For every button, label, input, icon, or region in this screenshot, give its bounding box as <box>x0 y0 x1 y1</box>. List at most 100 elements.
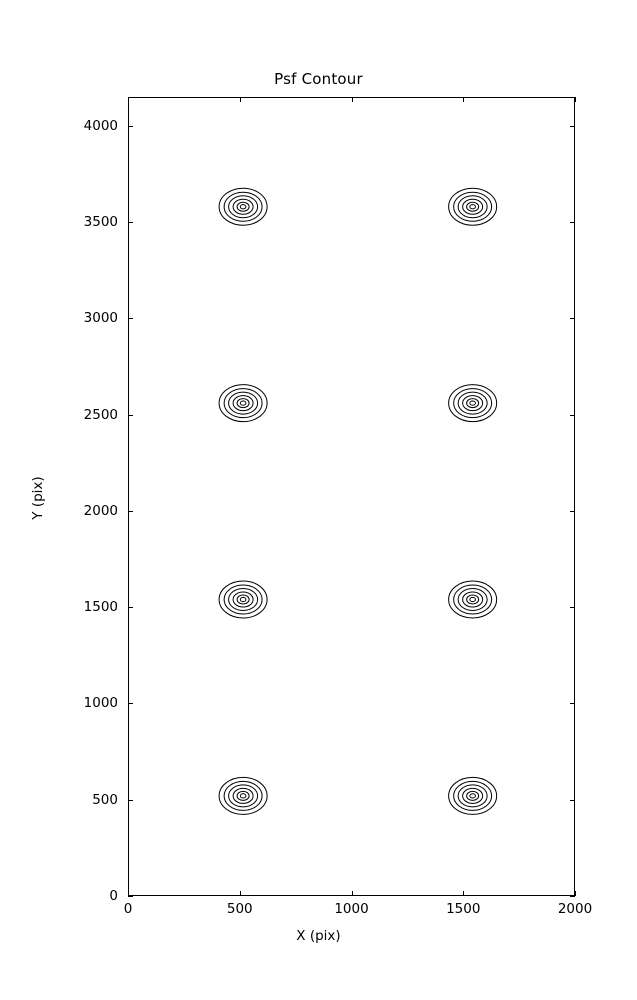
y-tick-mark <box>128 799 133 801</box>
y-tick-label: 3000 <box>83 310 118 327</box>
y-tick-label: 0 <box>109 888 118 904</box>
contour-ring <box>236 201 250 212</box>
contour-ring <box>462 198 484 215</box>
y-tick-mark <box>570 607 575 609</box>
contour-ring <box>448 384 498 423</box>
contour-ring <box>232 198 254 215</box>
contour-ring <box>223 388 263 419</box>
contour-ring <box>462 395 484 412</box>
x-tick-label: 1500 <box>446 901 481 917</box>
psf-contour-marker <box>218 580 268 619</box>
x-tick-mark <box>239 97 241 102</box>
y-tick-label: 4000 <box>83 117 118 134</box>
contour-ring <box>239 204 247 210</box>
psf-contour-marker <box>218 776 268 815</box>
contour-ring <box>469 596 476 603</box>
y-tick-label: 1000 <box>83 695 118 712</box>
x-tick-label: 500 <box>226 901 253 917</box>
contour-ring <box>228 391 259 415</box>
contour-ring <box>457 195 488 219</box>
contour-ring <box>218 776 268 815</box>
contour-ring <box>236 594 250 605</box>
contour-ring <box>466 201 480 212</box>
axes-frame <box>128 97 575 896</box>
contour-ring <box>228 588 259 611</box>
y-tick-mark <box>128 607 133 609</box>
contour-ring <box>462 591 484 608</box>
y-tick-mark <box>570 222 575 224</box>
y-tick-mark <box>570 799 575 801</box>
x-tick-label: 1000 <box>334 901 369 917</box>
contour-ring <box>218 187 268 226</box>
contour-ring <box>232 591 254 608</box>
contour-ring <box>223 780 263 811</box>
contour-ring <box>448 776 498 815</box>
contour-ring <box>469 400 476 406</box>
y-tick-mark <box>570 896 575 897</box>
contour-ring <box>453 780 493 811</box>
x-tick-mark <box>351 891 353 896</box>
y-tick-mark <box>128 510 133 512</box>
contour-ring <box>466 790 480 801</box>
contour-ring <box>232 395 254 412</box>
y-tick-mark <box>128 414 133 416</box>
contour-ring <box>466 398 480 409</box>
contour-ring <box>469 204 476 210</box>
contour-ring <box>232 787 254 804</box>
y-tick-mark <box>128 318 133 320</box>
contour-ring <box>453 388 493 419</box>
y-axis-label: Y (pix) <box>30 476 46 520</box>
contour-ring <box>236 398 250 409</box>
psf-contour-marker <box>448 776 498 815</box>
y-tick-label: 3500 <box>83 214 118 231</box>
contour-ring <box>466 594 480 605</box>
contour-ring <box>239 400 247 406</box>
y-tick-mark <box>570 510 575 512</box>
contour-ring <box>448 187 498 226</box>
contour-ring <box>462 787 484 804</box>
x-tick-mark <box>463 891 465 896</box>
psf-contour-marker <box>448 384 498 423</box>
x-tick-mark <box>128 891 129 896</box>
psf-contour-marker <box>218 187 268 226</box>
psf-contour-marker <box>218 384 268 423</box>
psf-contour-marker <box>448 187 498 226</box>
x-tick-label: 0 <box>123 901 133 917</box>
contour-ring <box>448 580 498 619</box>
contour-ring <box>228 195 259 219</box>
contour-ring <box>457 784 488 808</box>
contour-ring <box>469 793 476 799</box>
psf-contour-marker <box>448 580 498 619</box>
x-tick-label: 2000 <box>557 901 593 917</box>
x-tick-mark <box>351 97 353 102</box>
y-tick-mark <box>570 125 575 127</box>
x-tick-mark <box>239 891 241 896</box>
y-tick-label: 1500 <box>83 599 118 616</box>
y-tick-mark <box>128 896 133 897</box>
y-tick-mark <box>570 318 575 320</box>
contour-ring <box>453 584 493 615</box>
contour-ring <box>223 191 263 222</box>
x-tick-mark <box>575 891 576 896</box>
contour-ring <box>223 584 263 615</box>
y-tick-label: 2500 <box>83 406 118 423</box>
y-tick-mark <box>128 222 133 224</box>
contour-ring <box>236 790 250 801</box>
contour-ring <box>218 580 268 619</box>
y-tick-mark <box>128 125 133 127</box>
contour-ring <box>239 793 247 799</box>
page-title: Psf Contour <box>274 70 363 88</box>
y-tick-label: 500 <box>92 791 118 808</box>
y-tick-label: 2000 <box>83 502 118 519</box>
contour-ring <box>228 784 259 808</box>
x-tick-mark <box>575 97 576 102</box>
contour-ring <box>457 588 488 611</box>
x-tick-mark <box>463 97 465 102</box>
contour-ring <box>218 384 268 423</box>
x-tick-mark <box>128 97 129 102</box>
y-tick-mark <box>128 703 133 705</box>
contour-plot-area <box>218 187 498 815</box>
y-tick-mark <box>570 703 575 705</box>
contour-ring <box>239 596 247 603</box>
